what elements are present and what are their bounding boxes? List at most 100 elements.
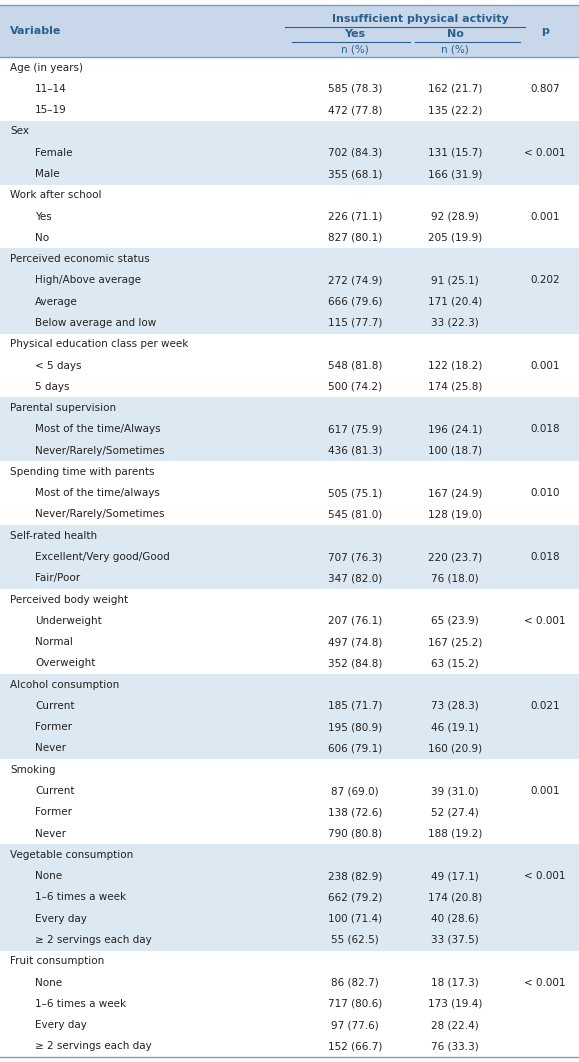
Text: 65 (23.9): 65 (23.9) — [431, 616, 479, 626]
Text: 174 (20.8): 174 (20.8) — [428, 892, 482, 903]
Text: p: p — [541, 25, 549, 36]
Text: 238 (82.9): 238 (82.9) — [328, 871, 382, 881]
Text: 33 (37.5): 33 (37.5) — [431, 935, 479, 945]
Bar — [0, 546, 579, 567]
Text: No: No — [35, 233, 49, 243]
Text: Former: Former — [35, 807, 72, 818]
Bar — [0, 418, 579, 440]
Text: Never: Never — [35, 743, 66, 754]
Bar — [0, 1035, 579, 1057]
Text: 166 (31.9): 166 (31.9) — [428, 169, 482, 179]
Text: Parental supervision: Parental supervision — [10, 404, 116, 413]
Text: 122 (18.2): 122 (18.2) — [428, 360, 482, 371]
Text: 548 (81.8): 548 (81.8) — [328, 360, 382, 371]
Text: < 0.001: < 0.001 — [524, 148, 566, 158]
Text: 128 (19.0): 128 (19.0) — [428, 510, 482, 519]
Text: Former: Former — [35, 722, 72, 732]
Text: 0.001: 0.001 — [530, 360, 560, 371]
Bar — [0, 397, 579, 418]
Bar — [0, 759, 579, 781]
Text: 827 (80.1): 827 (80.1) — [328, 233, 382, 243]
Text: Smoking: Smoking — [10, 765, 56, 775]
Text: 49 (17.1): 49 (17.1) — [431, 871, 479, 881]
Text: 0.807: 0.807 — [530, 84, 560, 93]
Text: Alcohol consumption: Alcohol consumption — [10, 680, 119, 689]
Bar — [0, 802, 579, 823]
Bar — [0, 461, 579, 482]
Text: Current: Current — [35, 701, 75, 710]
Text: 11–14: 11–14 — [35, 84, 67, 93]
Bar — [0, 972, 579, 993]
Text: < 5 days: < 5 days — [35, 360, 82, 371]
Text: 55 (62.5): 55 (62.5) — [331, 935, 379, 945]
Text: 174 (25.8): 174 (25.8) — [428, 381, 482, 392]
Bar — [0, 653, 579, 674]
Text: Most of the time/always: Most of the time/always — [35, 489, 160, 498]
Text: 15–19: 15–19 — [35, 105, 67, 115]
Text: 86 (82.7): 86 (82.7) — [331, 977, 379, 988]
Bar — [0, 121, 579, 142]
Text: 505 (75.1): 505 (75.1) — [328, 489, 382, 498]
Bar — [0, 525, 579, 546]
Text: None: None — [35, 871, 62, 881]
Bar — [0, 185, 579, 206]
Text: 472 (77.8): 472 (77.8) — [328, 105, 382, 115]
Text: 5 days: 5 days — [35, 381, 69, 392]
Text: 52 (27.4): 52 (27.4) — [431, 807, 479, 818]
Text: High/Above average: High/Above average — [35, 275, 141, 286]
Text: 173 (19.4): 173 (19.4) — [428, 998, 482, 1009]
Text: 92 (28.9): 92 (28.9) — [431, 211, 479, 222]
Text: 717 (80.6): 717 (80.6) — [328, 998, 382, 1009]
Text: 272 (74.9): 272 (74.9) — [328, 275, 382, 286]
Text: Perceived body weight: Perceived body weight — [10, 595, 128, 604]
Text: Current: Current — [35, 786, 75, 796]
Bar — [0, 5, 579, 57]
Bar — [0, 866, 579, 887]
Text: n (%): n (%) — [441, 44, 469, 54]
Bar — [0, 738, 579, 759]
Text: 585 (78.3): 585 (78.3) — [328, 84, 382, 93]
Text: 40 (28.6): 40 (28.6) — [431, 913, 479, 924]
Bar — [0, 611, 579, 632]
Text: 205 (19.9): 205 (19.9) — [428, 233, 482, 243]
Bar — [0, 57, 579, 79]
Bar — [0, 227, 579, 249]
Text: 702 (84.3): 702 (84.3) — [328, 148, 382, 158]
Bar — [0, 950, 579, 972]
Text: 160 (20.9): 160 (20.9) — [428, 743, 482, 754]
Bar — [0, 567, 579, 589]
Text: 152 (66.7): 152 (66.7) — [328, 1042, 382, 1051]
Text: 0.018: 0.018 — [530, 425, 560, 434]
Text: 707 (76.3): 707 (76.3) — [328, 552, 382, 562]
Text: 100 (18.7): 100 (18.7) — [428, 446, 482, 456]
Text: 0.001: 0.001 — [530, 211, 560, 222]
Text: 196 (24.1): 196 (24.1) — [428, 425, 482, 434]
Text: Perceived economic status: Perceived economic status — [10, 254, 150, 264]
Bar — [0, 440, 579, 461]
Text: Fair/Poor: Fair/Poor — [35, 573, 80, 583]
Text: 662 (79.2): 662 (79.2) — [328, 892, 382, 903]
Text: None: None — [35, 977, 62, 988]
Bar — [0, 100, 579, 121]
Bar — [0, 781, 579, 802]
Bar — [0, 79, 579, 100]
Text: 63 (15.2): 63 (15.2) — [431, 658, 479, 668]
Text: Never/Rarely/Sometimes: Never/Rarely/Sometimes — [35, 446, 164, 456]
Bar — [0, 249, 579, 270]
Bar — [0, 929, 579, 950]
Text: Sex: Sex — [10, 126, 29, 137]
Text: Never/Rarely/Sometimes: Never/Rarely/Sometimes — [35, 510, 164, 519]
Text: 87 (69.0): 87 (69.0) — [331, 786, 379, 796]
Text: Physical education class per week: Physical education class per week — [10, 339, 188, 349]
Text: Average: Average — [35, 296, 78, 307]
Text: 131 (15.7): 131 (15.7) — [428, 148, 482, 158]
Text: No: No — [446, 29, 463, 39]
Text: Age (in years): Age (in years) — [10, 63, 83, 72]
Text: 500 (74.2): 500 (74.2) — [328, 381, 382, 392]
Text: < 0.001: < 0.001 — [524, 871, 566, 881]
Text: 352 (84.8): 352 (84.8) — [328, 658, 382, 668]
Bar — [0, 1014, 579, 1035]
Text: 97 (77.6): 97 (77.6) — [331, 1021, 379, 1030]
Text: Variable: Variable — [10, 25, 61, 36]
Text: Yes: Yes — [35, 211, 52, 222]
